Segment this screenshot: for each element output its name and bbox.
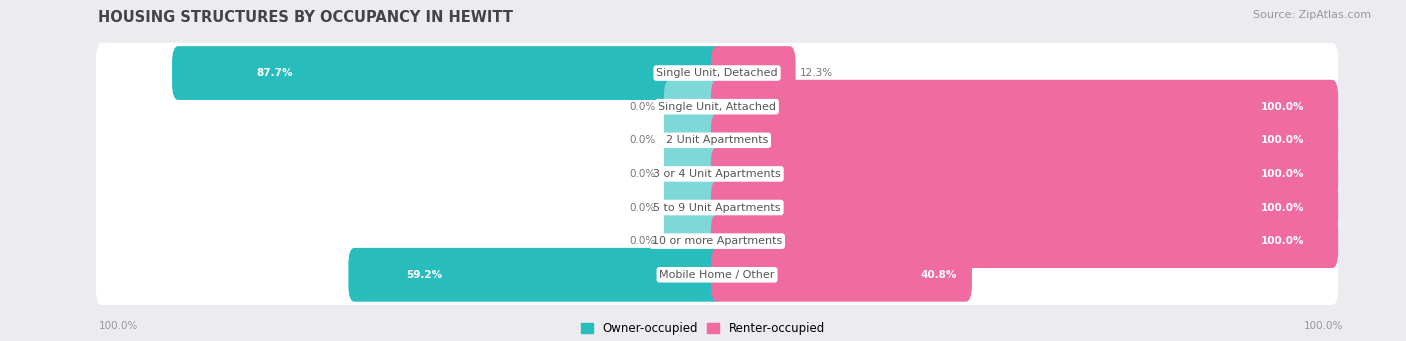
- Text: 0.0%: 0.0%: [628, 236, 655, 246]
- Text: 100.0%: 100.0%: [1261, 135, 1305, 145]
- Text: 12.3%: 12.3%: [800, 68, 832, 78]
- Legend: Owner-occupied, Renter-occupied: Owner-occupied, Renter-occupied: [581, 322, 825, 335]
- Text: 0.0%: 0.0%: [628, 169, 655, 179]
- Text: Single Unit, Attached: Single Unit, Attached: [658, 102, 776, 112]
- FancyBboxPatch shape: [349, 248, 723, 302]
- FancyBboxPatch shape: [96, 76, 1339, 137]
- FancyBboxPatch shape: [96, 43, 1339, 103]
- FancyBboxPatch shape: [664, 214, 720, 268]
- FancyBboxPatch shape: [711, 147, 1339, 201]
- Text: 59.2%: 59.2%: [406, 270, 441, 280]
- Text: 40.8%: 40.8%: [921, 270, 957, 280]
- FancyBboxPatch shape: [711, 181, 1339, 234]
- FancyBboxPatch shape: [664, 80, 720, 134]
- Text: 100.0%: 100.0%: [98, 321, 138, 331]
- FancyBboxPatch shape: [711, 248, 972, 302]
- Text: 2 Unit Apartments: 2 Unit Apartments: [666, 135, 768, 145]
- Text: 100.0%: 100.0%: [1261, 169, 1305, 179]
- FancyBboxPatch shape: [172, 46, 723, 100]
- Text: Mobile Home / Other: Mobile Home / Other: [659, 270, 775, 280]
- Text: 100.0%: 100.0%: [1261, 102, 1305, 112]
- Text: 100.0%: 100.0%: [1303, 321, 1343, 331]
- Text: 5 to 9 Unit Apartments: 5 to 9 Unit Apartments: [654, 203, 780, 212]
- Text: 0.0%: 0.0%: [628, 203, 655, 212]
- Text: HOUSING STRUCTURES BY OCCUPANCY IN HEWITT: HOUSING STRUCTURES BY OCCUPANCY IN HEWIT…: [98, 10, 513, 25]
- Text: 0.0%: 0.0%: [628, 135, 655, 145]
- FancyBboxPatch shape: [96, 211, 1339, 271]
- Text: 100.0%: 100.0%: [1261, 236, 1305, 246]
- Text: Source: ZipAtlas.com: Source: ZipAtlas.com: [1253, 10, 1371, 20]
- Text: 87.7%: 87.7%: [256, 68, 292, 78]
- FancyBboxPatch shape: [711, 80, 1339, 134]
- Text: 0.0%: 0.0%: [628, 102, 655, 112]
- FancyBboxPatch shape: [711, 114, 1339, 167]
- FancyBboxPatch shape: [96, 110, 1339, 170]
- Text: 100.0%: 100.0%: [1261, 203, 1305, 212]
- FancyBboxPatch shape: [664, 114, 720, 167]
- FancyBboxPatch shape: [664, 181, 720, 234]
- FancyBboxPatch shape: [711, 46, 796, 100]
- Text: 10 or more Apartments: 10 or more Apartments: [652, 236, 782, 246]
- FancyBboxPatch shape: [96, 177, 1339, 238]
- FancyBboxPatch shape: [711, 214, 1339, 268]
- FancyBboxPatch shape: [96, 144, 1339, 204]
- Text: 3 or 4 Unit Apartments: 3 or 4 Unit Apartments: [654, 169, 780, 179]
- FancyBboxPatch shape: [96, 244, 1339, 305]
- Text: Single Unit, Detached: Single Unit, Detached: [657, 68, 778, 78]
- FancyBboxPatch shape: [664, 147, 720, 201]
